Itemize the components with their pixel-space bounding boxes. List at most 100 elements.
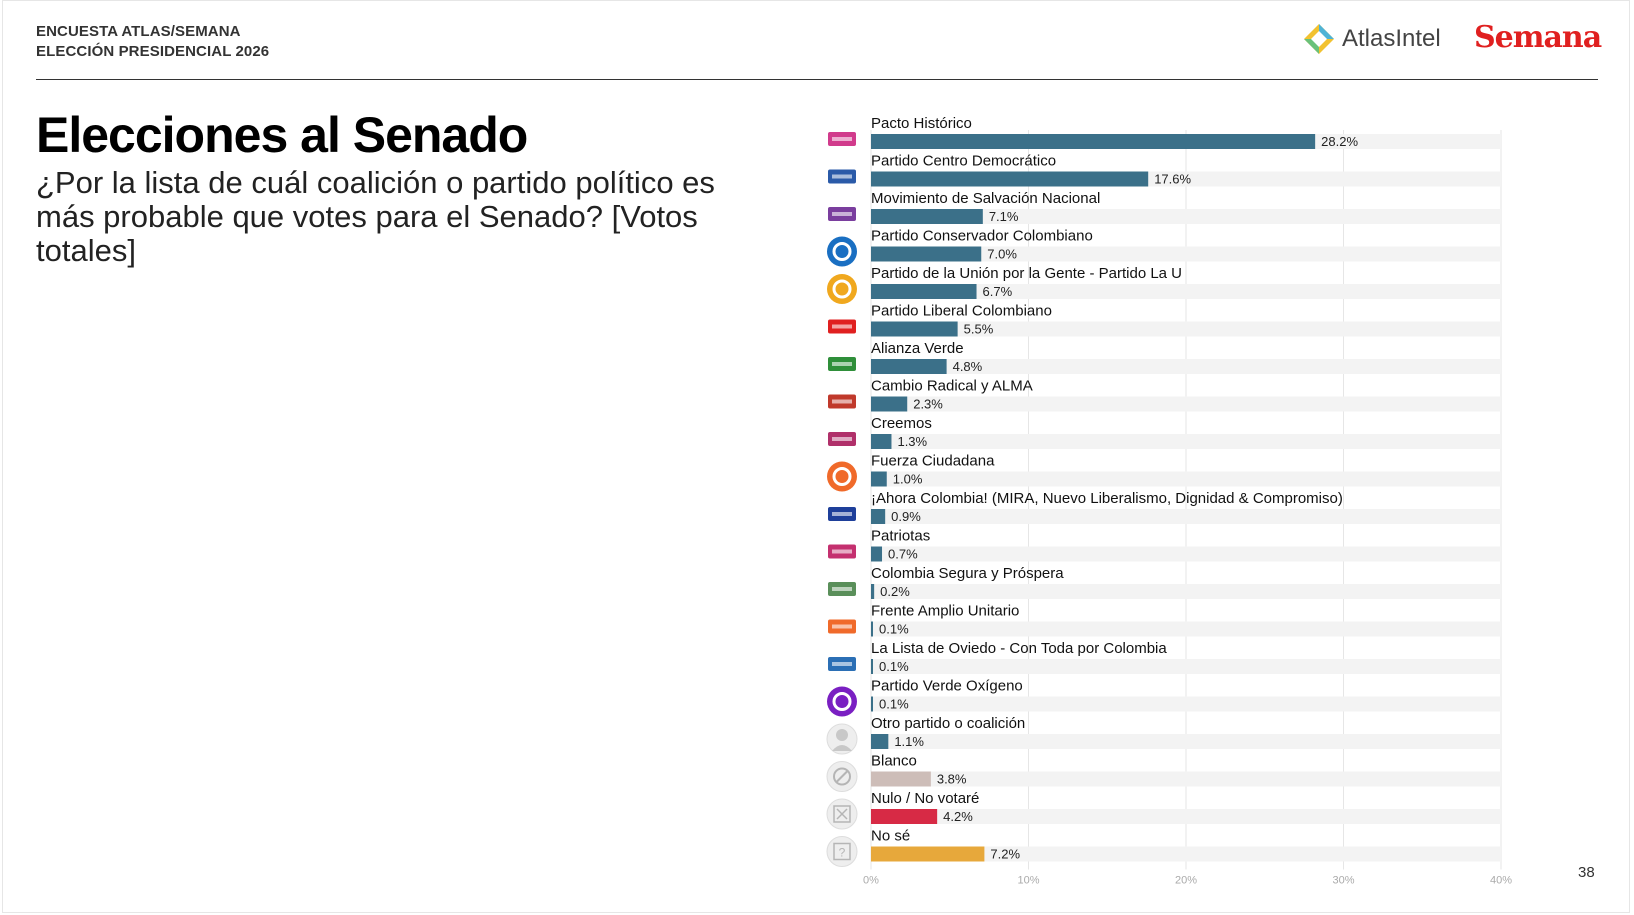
category-label: Fuerza Ciudadana bbox=[871, 453, 995, 470]
value-label: 7.1% bbox=[989, 209, 1019, 224]
value-label: 28.2% bbox=[1321, 134, 1358, 149]
partido-la-u-logo-icon bbox=[827, 274, 857, 304]
category-label: Partido Centro Democrático bbox=[871, 153, 1056, 170]
partido-liberal-logo-icon bbox=[828, 319, 856, 334]
creemos-logo-icon bbox=[828, 432, 856, 446]
value-label: 7.0% bbox=[987, 247, 1017, 262]
atlasintel-wordmark: AtlasIntel bbox=[1342, 25, 1441, 52]
semana-logo: Semana bbox=[1474, 20, 1602, 55]
category-label: Partido Conservador Colombiano bbox=[871, 228, 1093, 245]
category-label: La Lista de Oviedo - Con Toda por Colomb… bbox=[871, 640, 1167, 657]
bar bbox=[871, 359, 947, 374]
value-label: 2.3% bbox=[913, 397, 943, 412]
value-label: 0.1% bbox=[879, 622, 909, 637]
category-label: No sé bbox=[871, 828, 910, 845]
cambio-radical-alma-logo-icon bbox=[828, 394, 856, 409]
bar-track bbox=[871, 621, 1501, 637]
value-label: 0.9% bbox=[891, 509, 921, 524]
category-label: Colombia Segura y Próspera bbox=[871, 565, 1064, 582]
header-divider bbox=[36, 79, 1598, 80]
bar-track bbox=[871, 809, 1501, 824]
x-tick-label: 0% bbox=[863, 875, 879, 887]
atlasintel-logo: AtlasIntel bbox=[1302, 22, 1441, 56]
bar bbox=[871, 284, 977, 299]
value-label: 5.5% bbox=[964, 322, 994, 337]
value-label: 0.1% bbox=[879, 659, 909, 674]
value-label: 1.0% bbox=[893, 472, 923, 487]
bar-track bbox=[871, 659, 1501, 674]
bar bbox=[871, 321, 958, 337]
value-label: 4.2% bbox=[943, 809, 973, 824]
category-label: Partido Verde Oxígeno bbox=[871, 678, 1023, 695]
value-label: 1.3% bbox=[897, 434, 927, 449]
category-label: Cambio Radical y ALMA bbox=[871, 378, 1033, 395]
bar-track bbox=[871, 321, 1501, 337]
x-tick-label: 30% bbox=[1332, 875, 1354, 887]
bar-track bbox=[871, 509, 1501, 524]
bar bbox=[871, 434, 892, 449]
frente-amplio-logo-icon bbox=[828, 619, 856, 634]
bar bbox=[871, 246, 982, 262]
bar bbox=[871, 546, 883, 562]
category-label: Patriotas bbox=[871, 528, 930, 545]
salvacion-nacional-logo-icon bbox=[828, 207, 856, 221]
category-label: Blanco bbox=[871, 753, 917, 770]
page-number: 38 bbox=[1578, 864, 1595, 881]
value-label: 0.7% bbox=[888, 547, 918, 562]
blank-circle-slash-icon bbox=[826, 761, 858, 792]
bar-track bbox=[871, 434, 1501, 449]
question-box-icon: ? bbox=[826, 836, 858, 867]
person-icon bbox=[826, 723, 858, 755]
atlasintel-mark-icon bbox=[1304, 24, 1334, 54]
verde-oxigeno-logo-icon bbox=[827, 686, 857, 717]
value-label: 0.2% bbox=[880, 584, 910, 599]
bar bbox=[871, 171, 1149, 187]
category-label: Otro partido o coalición bbox=[871, 715, 1025, 732]
bar-track bbox=[871, 246, 1501, 262]
bar-track bbox=[871, 209, 1501, 224]
bar bbox=[871, 584, 875, 599]
survey-question: ¿Por la lista de cuál coalición o partid… bbox=[36, 165, 715, 268]
x-tick-label: 10% bbox=[1017, 875, 1039, 887]
bar bbox=[871, 471, 887, 487]
category-label: Movimiento de Salvación Nacional bbox=[871, 190, 1100, 207]
bar-track bbox=[871, 734, 1501, 749]
value-label: 4.8% bbox=[953, 359, 983, 374]
value-label: 6.7% bbox=[983, 284, 1013, 299]
category-label: Nulo / No votaré bbox=[871, 790, 979, 807]
survey-name: ENCUESTA ATLAS/SEMANA bbox=[36, 23, 241, 40]
partido-conservador-logo-icon bbox=[827, 236, 857, 267]
bar-track bbox=[871, 584, 1501, 599]
bar bbox=[871, 396, 908, 412]
bar bbox=[871, 696, 873, 712]
category-label: Frente Amplio Unitario bbox=[871, 603, 1019, 620]
centro-democratico-logo-icon bbox=[828, 169, 856, 184]
category-label: Creemos bbox=[871, 415, 932, 432]
page-title: Elecciones al Senado bbox=[36, 107, 528, 163]
survey-subtitle: ELECCIÓN PRESIDENCIAL 2026 bbox=[36, 43, 270, 60]
bar bbox=[871, 809, 938, 824]
svg-text:?: ? bbox=[839, 846, 846, 860]
category-label: Partido Liberal Colombiano bbox=[871, 303, 1052, 320]
value-label: 3.8% bbox=[937, 772, 967, 787]
bar bbox=[871, 734, 889, 749]
bar-track bbox=[871, 846, 1501, 862]
lista-oviedo-logo-icon bbox=[828, 657, 856, 671]
bar-track bbox=[871, 771, 1501, 787]
category-label: Alianza Verde bbox=[871, 340, 964, 357]
ahora-colombia-logo-icon bbox=[828, 507, 856, 521]
category-label: Pacto Histórico bbox=[871, 115, 972, 132]
bar-track bbox=[871, 471, 1501, 487]
x-box-icon bbox=[826, 798, 858, 830]
bar-track bbox=[871, 396, 1501, 412]
alianza-verde-logo-icon bbox=[828, 357, 856, 371]
bar-track bbox=[871, 546, 1501, 562]
value-label: 7.2% bbox=[990, 847, 1020, 862]
bar bbox=[871, 659, 873, 674]
category-label: Partido de la Unión por la Gente - Parti… bbox=[871, 265, 1182, 282]
x-tick-label: 20% bbox=[1175, 875, 1197, 887]
bar bbox=[871, 209, 983, 224]
bar bbox=[871, 846, 985, 862]
bar-track bbox=[871, 696, 1501, 712]
